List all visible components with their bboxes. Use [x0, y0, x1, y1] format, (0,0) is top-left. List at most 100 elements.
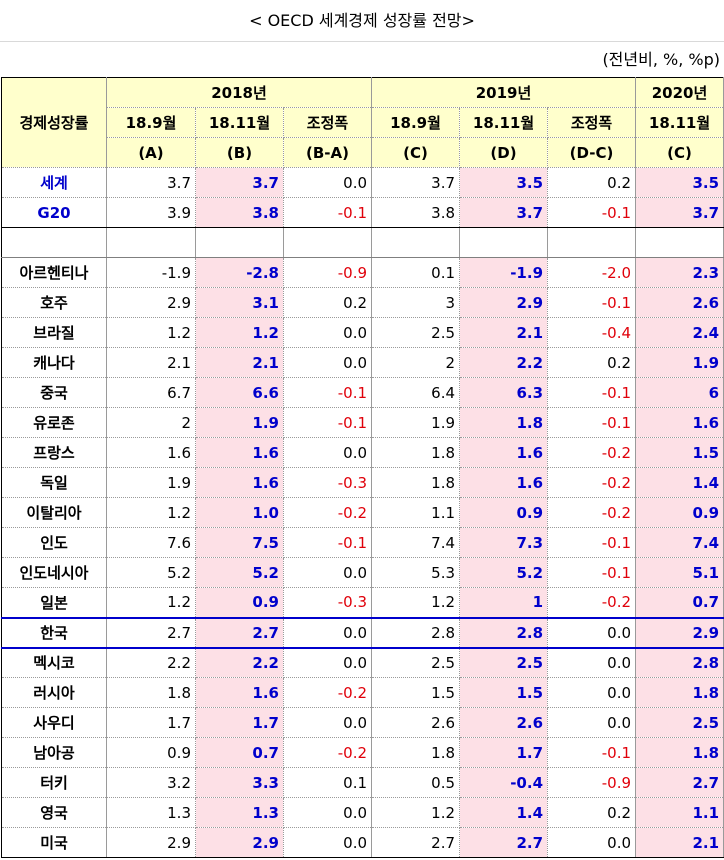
value-cell: 2.8 [635, 647, 724, 678]
value-cell: 5.3 [371, 557, 461, 588]
value-cell: 1.2 [371, 797, 461, 828]
value-cell: 1.6 [106, 437, 196, 468]
value-cell: 3.7 [635, 197, 724, 228]
value-cell: 0.0 [283, 707, 373, 738]
value-cell: 1.9 [106, 467, 196, 498]
col-code-b: (B) [195, 137, 284, 168]
value-cell: -1.9 [106, 257, 196, 288]
value-cell: 1.2 [106, 587, 196, 618]
value-cell: -0.1 [283, 197, 373, 228]
value-cell: 2.1 [195, 347, 284, 378]
value-cell: 5.2 [459, 557, 549, 588]
value-cell: 0.9 [195, 587, 284, 618]
value-cell: 0.2 [547, 347, 637, 378]
value-cell: 1.8 [371, 737, 461, 768]
col-code-c: (C) [371, 137, 461, 168]
value-cell: -0.1 [283, 377, 373, 408]
value-cell: 0.0 [547, 827, 637, 858]
value-cell: 0.1 [283, 767, 373, 798]
value-cell: 6.4 [371, 377, 461, 408]
value-cell: 2.5 [635, 707, 724, 738]
value-cell: 1.2 [106, 317, 196, 348]
table-row: 아르헨티나 -1.9 -2.8 -0.9 0.1 -1.9 -2.0 2.3 [1, 257, 724, 288]
unit-note: (전년비, %, %p) [602, 50, 720, 69]
value-cell: -0.3 [283, 587, 373, 618]
value-cell: 2.7 [106, 616, 196, 649]
value-cell: 2.7 [195, 616, 284, 649]
value-cell: 1.6 [459, 437, 549, 468]
col-code-d-c: (D-C) [547, 137, 637, 168]
value-cell: 2.2 [106, 647, 196, 678]
row-name: 인도 [1, 527, 107, 558]
value-cell: 1 [459, 587, 549, 618]
value-cell: 3.9 [106, 197, 196, 228]
value-cell: 2.1 [106, 347, 196, 378]
value-cell: 2.9 [106, 827, 196, 858]
table-row: 프랑스 1.6 1.6 0.0 1.8 1.6 -0.2 1.5 [1, 437, 724, 468]
col-header-18-11-2018: 18.11월 [195, 107, 284, 138]
col-code-d: (D) [459, 137, 549, 168]
value-cell: 3.7 [106, 167, 196, 198]
value-cell: 3.5 [635, 167, 724, 198]
value-cell: 2.6 [371, 707, 461, 738]
value-cell: 1.9 [635, 347, 724, 378]
value-cell: 1.0 [195, 497, 284, 528]
table-row: 세계 3.7 3.7 0.0 3.7 3.5 0.2 3.5 [1, 167, 724, 198]
row-name: 독일 [1, 467, 107, 498]
value-cell: -0.4 [547, 317, 637, 348]
value-cell: 6.3 [459, 377, 549, 408]
value-cell: -0.1 [547, 377, 637, 408]
value-cell: 3 [371, 287, 461, 318]
value-cell: -0.2 [283, 497, 373, 528]
row-name: 세계 [1, 167, 107, 198]
row-name: 캐나다 [1, 347, 107, 378]
value-cell: 1.8 [371, 467, 461, 498]
row-name: 영국 [1, 797, 107, 828]
header-column-row: 18.9월 18.11월 조정폭 18.9월 18.11월 조정폭 18.11월 [2, 107, 724, 138]
value-cell: 1.7 [195, 707, 284, 738]
value-cell: 1.6 [195, 677, 284, 708]
col-code-b-a: (B-A) [283, 137, 373, 168]
spacer-cell [371, 227, 461, 258]
table-row: 인도네시아 5.2 5.2 0.0 5.3 5.2 -0.1 5.1 [1, 557, 724, 588]
value-cell: 2.5 [371, 317, 461, 348]
value-cell: -0.2 [283, 737, 373, 768]
value-cell: 1.5 [371, 677, 461, 708]
value-cell: 0.0 [283, 616, 373, 649]
table-row: 인도 7.6 7.5 -0.1 7.4 7.3 -0.1 7.4 [1, 527, 724, 558]
value-cell: 1.7 [459, 737, 549, 768]
value-cell: 1.6 [459, 467, 549, 498]
table-row: 러시아 1.8 1.6 -0.2 1.5 1.5 0.0 1.8 [1, 677, 724, 708]
spacer-cell [106, 227, 196, 258]
table-row: 중국 6.7 6.6 -0.1 6.4 6.3 -0.1 6 [1, 377, 724, 408]
value-cell: 1.5 [635, 437, 724, 468]
table-row: 이탈리아 1.2 1.0 -0.2 1.1 0.9 -0.2 0.9 [1, 497, 724, 528]
value-cell: -0.1 [547, 527, 637, 558]
year-2020-header: 2020년 [635, 77, 724, 108]
value-cell: 7.6 [106, 527, 196, 558]
value-cell: 2.3 [635, 257, 724, 288]
table-row: 호주 2.9 3.1 0.2 3 2.9 -0.1 2.6 [1, 287, 724, 318]
value-cell: 2.7 [459, 827, 549, 858]
value-cell: 2.4 [635, 317, 724, 348]
value-cell: 3.8 [371, 197, 461, 228]
value-cell: -0.4 [459, 767, 549, 798]
row-name: 이탈리아 [1, 497, 107, 528]
value-cell: 3.7 [195, 167, 284, 198]
value-cell: 1.7 [106, 707, 196, 738]
value-cell: 0.0 [283, 647, 373, 678]
value-cell: 1.6 [635, 407, 724, 438]
value-cell: 1.6 [195, 467, 284, 498]
value-cell: 7.4 [635, 527, 724, 558]
value-cell: 2.5 [459, 647, 549, 678]
value-cell: 1.9 [195, 407, 284, 438]
row-name: 사우디 [1, 707, 107, 738]
value-cell: 2.1 [635, 827, 724, 858]
spacer-cell [459, 227, 549, 258]
row-name: 프랑스 [1, 437, 107, 468]
value-cell: 3.8 [195, 197, 284, 228]
value-cell: 0.0 [283, 797, 373, 828]
row-name: 유로존 [1, 407, 107, 438]
value-cell: 2.6 [635, 287, 724, 318]
value-cell: 2.6 [459, 707, 549, 738]
